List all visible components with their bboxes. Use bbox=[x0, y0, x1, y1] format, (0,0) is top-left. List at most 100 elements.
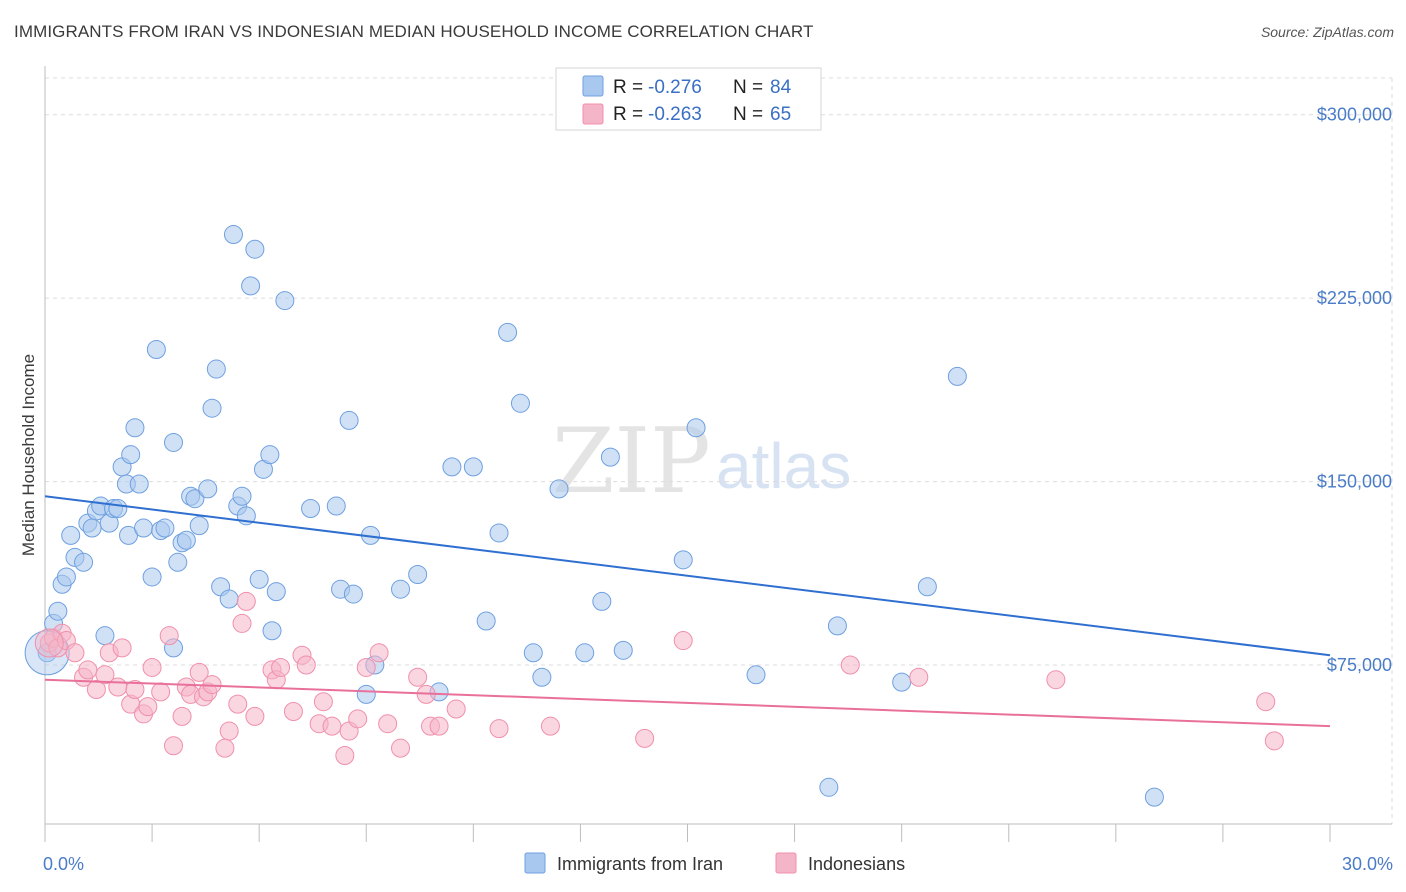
point-iran bbox=[266, 582, 286, 602]
point-indonesians bbox=[348, 709, 368, 729]
point-indonesians bbox=[125, 679, 145, 699]
point-indonesians bbox=[232, 613, 252, 633]
point-indonesians bbox=[322, 716, 342, 736]
point-iran bbox=[827, 616, 847, 636]
point-iran bbox=[301, 498, 321, 518]
point-indonesians bbox=[840, 655, 860, 675]
point-iran bbox=[61, 525, 81, 545]
point-iran bbox=[917, 577, 937, 597]
point-iran bbox=[510, 393, 530, 413]
point-iran bbox=[673, 550, 693, 570]
point-indonesians bbox=[34, 628, 64, 658]
point-iran bbox=[82, 518, 102, 538]
point-iran bbox=[125, 418, 145, 438]
point-iran bbox=[442, 457, 462, 477]
point-indonesians bbox=[446, 699, 466, 719]
y-tick-label: $150,000 bbox=[1317, 472, 1392, 492]
point-indonesians bbox=[164, 736, 183, 756]
point-iran bbox=[121, 445, 141, 465]
y-axis-label: Median Household Income bbox=[19, 354, 38, 556]
point-iran bbox=[219, 589, 239, 609]
point-iran bbox=[408, 565, 428, 585]
bottom-legend-swatch-indonesians bbox=[775, 852, 797, 874]
point-iran bbox=[262, 621, 282, 641]
point-indonesians bbox=[378, 714, 398, 734]
point-iran bbox=[1144, 787, 1164, 807]
trend-line-indonesians bbox=[44, 678, 1331, 728]
legend-n-value-indonesians: 65 bbox=[770, 104, 791, 125]
point-iran bbox=[339, 410, 359, 430]
point-iran bbox=[74, 552, 94, 572]
x-tick-label: 30.0% bbox=[1342, 854, 1393, 874]
trend-line-iran bbox=[44, 495, 1331, 657]
point-indonesians bbox=[489, 719, 509, 739]
legend-swatch-indonesians bbox=[582, 103, 604, 125]
point-iran bbox=[592, 591, 612, 611]
point-indonesians bbox=[1046, 670, 1066, 690]
point-indonesians bbox=[356, 657, 376, 677]
source-label: Source: ZipAtlas.com bbox=[1260, 24, 1394, 40]
legend-r-value-indonesians: -0.263 bbox=[648, 104, 702, 125]
y-tick-label: $75,000 bbox=[1327, 655, 1392, 675]
point-indonesians bbox=[245, 706, 265, 726]
point-indonesians bbox=[78, 660, 98, 680]
axes bbox=[44, 66, 1392, 842]
point-iran bbox=[129, 474, 149, 494]
point-iran bbox=[549, 479, 569, 499]
point-iran bbox=[686, 418, 706, 438]
x-tick-label: 0.0% bbox=[43, 854, 84, 874]
point-indonesians bbox=[228, 694, 248, 714]
point-indonesians bbox=[429, 716, 449, 736]
point-iran bbox=[223, 225, 243, 245]
point-indonesians bbox=[189, 662, 209, 682]
point-indonesians bbox=[271, 657, 291, 677]
bottom-legend-label-indonesians: Indonesians bbox=[808, 854, 905, 874]
point-iran bbox=[206, 359, 226, 379]
point-iran bbox=[164, 432, 183, 452]
point-iran bbox=[146, 339, 166, 359]
point-iran bbox=[155, 518, 175, 538]
y-tick-label: $225,000 bbox=[1317, 288, 1392, 308]
point-indonesians bbox=[296, 655, 316, 675]
point-indonesians bbox=[159, 626, 179, 646]
point-iran bbox=[523, 643, 543, 663]
legend-n-label-iran: N = bbox=[733, 77, 763, 98]
point-iran bbox=[176, 530, 196, 550]
point-iran bbox=[947, 366, 967, 386]
point-iran bbox=[532, 667, 552, 687]
point-indonesians bbox=[138, 697, 158, 717]
legend-swatch-iran bbox=[582, 75, 604, 97]
point-iran bbox=[48, 601, 68, 621]
point-iran bbox=[892, 672, 912, 692]
point-indonesians bbox=[408, 667, 428, 687]
point-iran bbox=[185, 489, 205, 509]
point-indonesians bbox=[335, 746, 355, 766]
point-indonesians bbox=[215, 738, 235, 758]
point-indonesians bbox=[369, 643, 389, 663]
point-iran bbox=[343, 584, 363, 604]
chart-title: IMMIGRANTS FROM IRAN VS INDONESIAN MEDIA… bbox=[14, 22, 814, 41]
bottom-legend-label-iran: Immigrants from Iran bbox=[557, 854, 723, 874]
series-legend: Immigrants from Iran Indonesians bbox=[524, 852, 905, 874]
point-indonesians bbox=[909, 667, 929, 687]
point-iran bbox=[356, 684, 376, 704]
point-indonesians bbox=[86, 679, 106, 699]
legend-n-value-iran: 84 bbox=[770, 77, 792, 98]
point-indonesians bbox=[219, 721, 239, 741]
point-iran bbox=[232, 486, 252, 506]
point-indonesians bbox=[635, 728, 655, 748]
point-iran bbox=[245, 239, 265, 259]
point-indonesians bbox=[673, 631, 693, 651]
trend-lines bbox=[44, 495, 1331, 728]
point-iran bbox=[95, 626, 115, 646]
point-indonesians bbox=[112, 638, 132, 658]
point-iran bbox=[142, 567, 162, 587]
point-indonesians bbox=[1256, 692, 1276, 712]
point-iran bbox=[746, 665, 766, 685]
point-iran bbox=[241, 276, 261, 296]
y-tick-label: $300,000 bbox=[1317, 105, 1392, 125]
point-indonesians bbox=[108, 677, 128, 697]
point-indonesians bbox=[313, 692, 333, 712]
point-indonesians bbox=[172, 706, 192, 726]
